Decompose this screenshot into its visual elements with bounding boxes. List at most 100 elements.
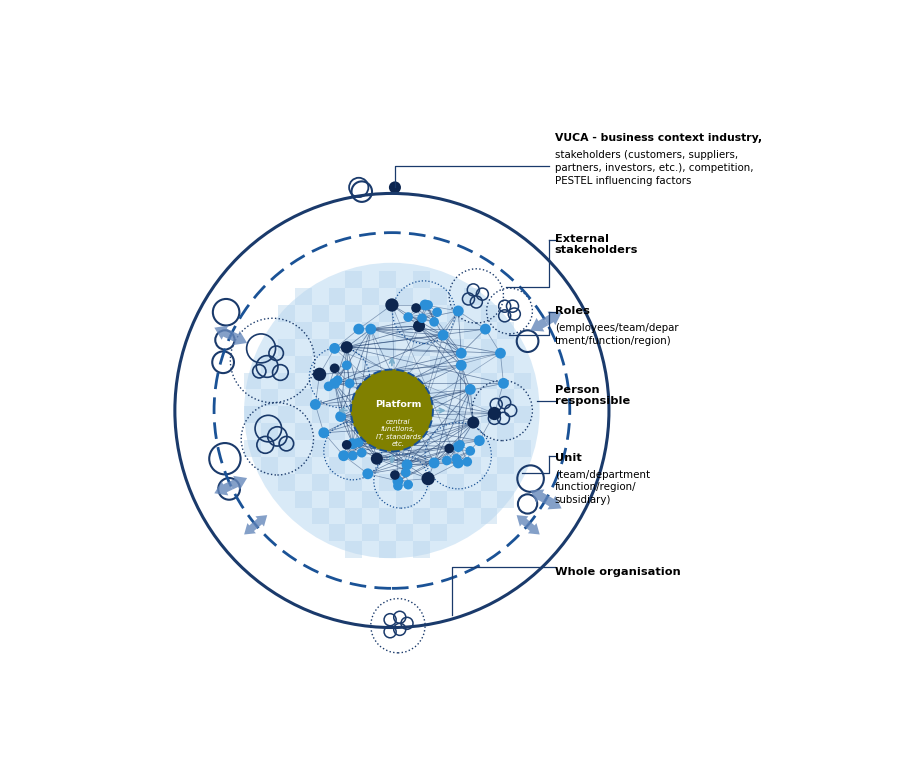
Bar xyxy=(363,355,379,373)
Polygon shape xyxy=(214,482,232,496)
Bar xyxy=(278,305,295,322)
Circle shape xyxy=(452,454,462,464)
Bar xyxy=(328,288,346,305)
Bar xyxy=(261,355,278,373)
Bar xyxy=(514,406,531,423)
Circle shape xyxy=(345,378,355,388)
Circle shape xyxy=(495,348,506,359)
Text: VUCA - business context industry,: VUCA - business context industry, xyxy=(554,133,761,143)
Polygon shape xyxy=(517,515,530,528)
Circle shape xyxy=(342,440,352,449)
Circle shape xyxy=(419,300,430,310)
Circle shape xyxy=(329,343,340,354)
Bar xyxy=(446,474,464,491)
Circle shape xyxy=(413,320,425,332)
Bar xyxy=(261,389,278,406)
Bar xyxy=(346,541,363,558)
Bar xyxy=(311,440,328,457)
Bar xyxy=(363,491,379,507)
Circle shape xyxy=(465,384,476,395)
Bar xyxy=(295,355,311,373)
Circle shape xyxy=(455,440,465,449)
Bar xyxy=(498,457,514,474)
Text: External
stakeholders: External stakeholders xyxy=(554,234,638,255)
Bar xyxy=(498,491,514,507)
Bar xyxy=(363,525,379,541)
Bar xyxy=(311,373,328,389)
Bar xyxy=(446,305,464,322)
Bar xyxy=(481,440,498,457)
Bar xyxy=(363,322,379,339)
Circle shape xyxy=(432,308,442,317)
Text: (team/department
function/region/
subsidiary): (team/department function/region/ subsid… xyxy=(554,470,650,505)
Bar xyxy=(346,339,363,355)
Bar xyxy=(396,457,413,474)
Bar xyxy=(430,457,446,474)
Circle shape xyxy=(342,360,352,370)
Bar xyxy=(379,541,396,558)
Circle shape xyxy=(389,182,401,193)
Polygon shape xyxy=(530,489,548,503)
Circle shape xyxy=(329,378,340,389)
Bar xyxy=(363,389,379,406)
Circle shape xyxy=(463,457,473,467)
Bar xyxy=(464,355,481,373)
Bar xyxy=(430,491,446,507)
Bar xyxy=(295,491,311,507)
Circle shape xyxy=(339,451,348,460)
Circle shape xyxy=(357,448,366,457)
Circle shape xyxy=(455,348,467,359)
Bar xyxy=(346,271,363,288)
Circle shape xyxy=(401,467,410,478)
Text: Person
responsible: Person responsible xyxy=(554,384,630,406)
Bar xyxy=(278,440,295,457)
Bar xyxy=(244,440,261,457)
Bar xyxy=(328,389,346,406)
Bar xyxy=(430,322,446,339)
Bar xyxy=(295,322,311,339)
Circle shape xyxy=(354,323,364,334)
Bar xyxy=(514,373,531,389)
Circle shape xyxy=(365,323,376,334)
Bar xyxy=(379,373,396,389)
Bar xyxy=(328,355,346,373)
Bar xyxy=(464,288,481,305)
Circle shape xyxy=(429,317,439,327)
Bar xyxy=(311,406,328,423)
Bar xyxy=(328,322,346,339)
Bar xyxy=(311,507,328,525)
Polygon shape xyxy=(229,331,248,345)
Circle shape xyxy=(371,453,382,465)
Bar xyxy=(379,406,396,423)
Bar xyxy=(346,373,363,389)
Polygon shape xyxy=(214,326,232,340)
Circle shape xyxy=(455,360,467,370)
Bar xyxy=(481,474,498,491)
Bar xyxy=(346,406,363,423)
Circle shape xyxy=(488,407,501,420)
Bar xyxy=(446,339,464,355)
Circle shape xyxy=(467,417,480,428)
Polygon shape xyxy=(544,312,562,325)
Bar xyxy=(413,507,430,525)
Circle shape xyxy=(428,457,439,468)
Circle shape xyxy=(453,305,464,316)
Circle shape xyxy=(310,399,320,410)
Polygon shape xyxy=(530,318,548,331)
Bar xyxy=(464,423,481,440)
Circle shape xyxy=(437,330,448,341)
Circle shape xyxy=(335,411,346,422)
Circle shape xyxy=(319,428,329,438)
Bar xyxy=(311,339,328,355)
Circle shape xyxy=(385,298,399,312)
Bar xyxy=(328,457,346,474)
Bar xyxy=(295,457,311,474)
Text: central
functions,
IT, standards
etc.: central functions, IT, standards etc. xyxy=(375,419,420,447)
Bar xyxy=(498,389,514,406)
Bar xyxy=(464,457,481,474)
Bar xyxy=(498,423,514,440)
Bar xyxy=(396,491,413,507)
Bar xyxy=(261,457,278,474)
Bar xyxy=(379,271,396,288)
Bar xyxy=(481,406,498,423)
